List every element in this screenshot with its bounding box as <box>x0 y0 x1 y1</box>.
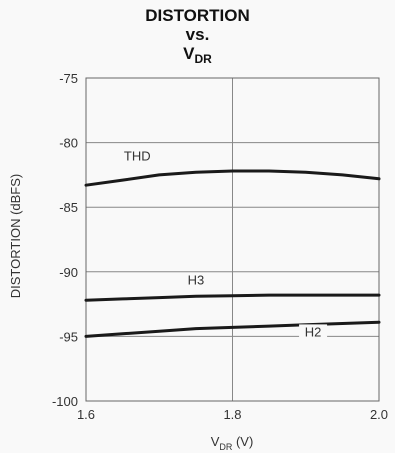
x-axis-label-unit: (V) <box>232 434 253 449</box>
series-label-backdrop <box>181 272 210 289</box>
x-tick-label: 1.8 <box>223 407 241 422</box>
x-axis-label-subscript: DR <box>219 442 232 452</box>
series-label-h3: H3 <box>188 273 205 288</box>
series-label-backdrop <box>299 324 328 341</box>
chart-title-variable-subscript: DR <box>194 52 212 66</box>
chart-title-line-3: VDR <box>0 44 395 66</box>
plot-frame <box>85 77 380 402</box>
series-line-thd <box>84 169 381 187</box>
chart-title-line-1: DISTORTION <box>145 6 250 25</box>
y-tick-label: -90 <box>59 265 78 280</box>
x-tick-label: 1.6 <box>77 407 95 422</box>
y-tick-label: -80 <box>59 136 78 151</box>
y-tick-label: -75 <box>59 71 78 86</box>
y-axis-label: DISTORTION (dBFS) <box>8 174 23 298</box>
series-group <box>84 169 381 338</box>
chart-title-line-2: vs. <box>185 25 210 44</box>
series-label-backdrop <box>123 148 152 165</box>
y-tick-label: -100 <box>52 394 78 409</box>
grid <box>85 77 380 402</box>
x-axis-label: VDR (V) <box>211 434 254 452</box>
chart-title-variable: V <box>183 44 195 63</box>
series-line-h3 <box>84 293 381 302</box>
series-label-thd: THD <box>124 149 151 164</box>
x-tick-label: 2.0 <box>370 407 388 422</box>
series-label-h2: H2 <box>305 324 322 339</box>
series-line-h2 <box>84 320 381 338</box>
series-label-group: THD H3 H2 <box>123 148 328 341</box>
y-tick-label: -95 <box>59 329 78 344</box>
x-axis-label-variable: V <box>211 434 220 449</box>
y-tick-label: -85 <box>59 200 78 215</box>
